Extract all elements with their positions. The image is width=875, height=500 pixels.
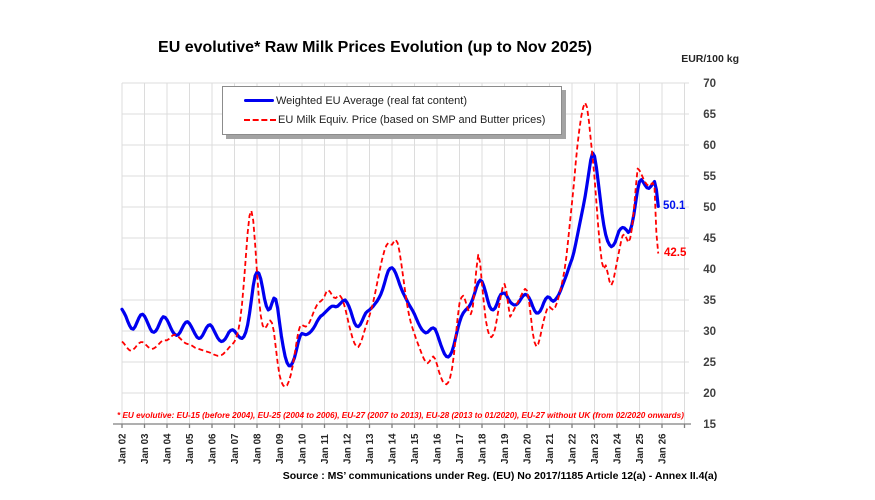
x-tick-label: Jan 25	[635, 433, 646, 464]
x-tick-label: Jan 12	[343, 433, 354, 464]
x-tick-label: Jan 13	[365, 433, 376, 464]
x-tick-label: Jan 02	[118, 433, 129, 464]
y-tick-label: 45	[703, 233, 716, 245]
x-tick-label: Jan 26	[658, 433, 669, 464]
x-tick-label: Jan 20	[523, 433, 534, 464]
blue-solid-line-swatch	[244, 98, 274, 103]
y-tick-label: 70	[703, 78, 716, 90]
x-tick-label: Jan 08	[253, 433, 264, 464]
x-axis	[113, 423, 691, 428]
x-tick-label: Jan 04	[163, 433, 174, 464]
x-tick-label: Jan 23	[590, 433, 601, 464]
series-milk-equivalent	[121, 101, 660, 388]
legend-item-weighted-eu-average: Weighted EU Average (real fat content)	[244, 95, 561, 107]
y-tick-label: 25	[703, 357, 716, 369]
x-tick-label: Jan 03	[140, 433, 151, 464]
x-tick-label: Jan 14	[388, 433, 399, 464]
x-tick-label: Jan 19	[500, 433, 511, 464]
eu-evolutive-footnote: * EU evolutive: EU-15 (before 2004), EU-…	[117, 411, 684, 420]
y-tick-label: 60	[703, 140, 716, 152]
y-tick-label: 40	[703, 264, 716, 276]
x-tick-label: Jan 09	[275, 433, 286, 464]
y-tick-label: 15	[703, 419, 716, 431]
red-dashed-line-swatch	[244, 119, 276, 122]
legend-label-milk-equivalent: EU Milk Equiv. Price (based on SMP and B…	[278, 114, 546, 127]
x-tick-label: Jan 18	[478, 433, 489, 464]
series-weighted-eu-average	[120, 151, 660, 368]
x-tick-label: Jan 17	[455, 433, 466, 464]
red-series-end-value: 42.5	[664, 247, 687, 259]
y-tick-label: 65	[703, 109, 716, 121]
chart-title: EU evolutive* Raw Milk Prices Evolution …	[158, 39, 592, 56]
x-tick-label: Jan 15	[410, 433, 421, 464]
y-tick-label: 30	[703, 326, 716, 338]
gridlines	[121, 82, 689, 425]
x-tick-label: Jan 10	[298, 433, 309, 464]
x-tick-label: Jan 24	[613, 433, 624, 464]
legend-label-weighted-eu-average: Weighted EU Average (real fat content)	[276, 94, 467, 107]
legend-item-milk-equivalent: EU Milk Equiv. Price (based on SMP and B…	[244, 114, 561, 126]
source-line: Source : MS’ communications under Reg. (…	[282, 470, 718, 482]
x-tick-label: Jan 22	[568, 433, 579, 464]
x-tick-label: Jan 05	[185, 433, 196, 464]
x-tick-label: Jan 11	[320, 433, 331, 464]
y-tick-label: 55	[703, 171, 716, 183]
legend-box: Weighted EU Average (real fat content) E…	[222, 86, 562, 135]
blue-series-end-value: 50.1	[663, 200, 686, 212]
x-tick-label: Jan 16	[433, 433, 444, 464]
x-tick-label: Jan 06	[208, 433, 219, 464]
y-axis-unit-label: EUR/100 kg	[681, 53, 739, 65]
x-tick-label: Jan 21	[545, 433, 556, 464]
y-tick-label: 35	[703, 295, 716, 307]
x-tick-label: Jan 07	[230, 433, 241, 464]
y-tick-label: 20	[703, 388, 716, 400]
y-tick-label: 50	[703, 202, 716, 214]
x-axis-tick-labels: Jan 02 Jan 03 Jan 04 Jan 05 Jan 06 Jan 07 Jan …	[118, 433, 669, 464]
y-axis-tick-labels: 15 20 25 30 35 40 45 50 55 60 65 70	[703, 78, 716, 431]
